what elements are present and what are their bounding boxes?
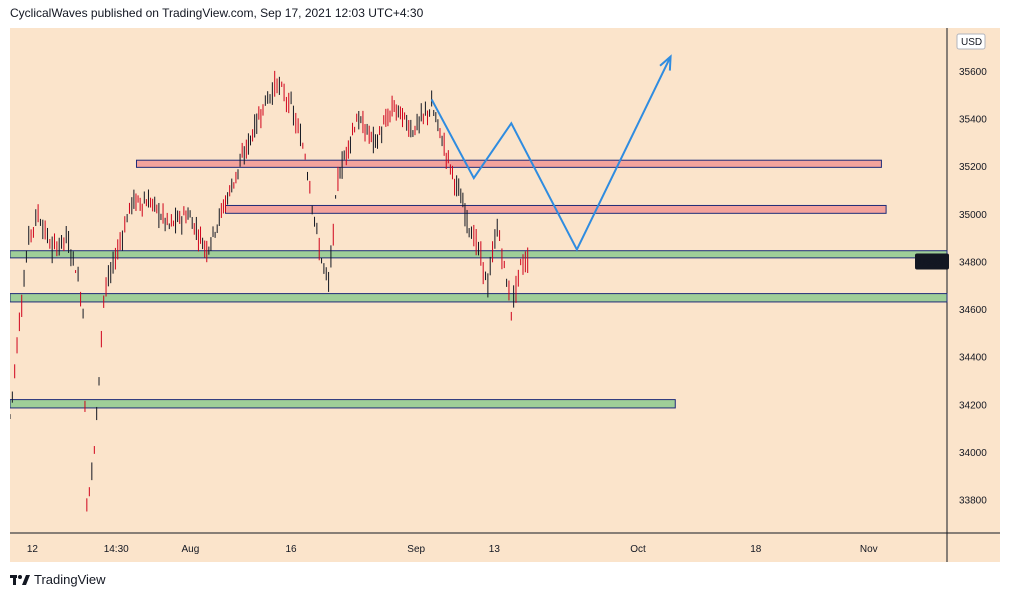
- y-tick-label: 34000: [959, 448, 987, 459]
- symbol-badge: [915, 253, 949, 270]
- zone-support-3[interactable]: [10, 399, 676, 409]
- y-tick-label: 35000: [959, 210, 987, 221]
- x-tick-label: 16: [285, 544, 297, 555]
- zone-resistance-1[interactable]: [135, 159, 882, 168]
- projection-path[interactable]: [430, 56, 672, 252]
- currency-label: USD: [961, 37, 982, 48]
- tradingview-logo-icon: [10, 574, 30, 585]
- symbol-label: US30: [918, 257, 943, 268]
- y-tick-label: 34600: [959, 305, 987, 316]
- y-tick-label: 34800: [959, 257, 987, 268]
- currency-box[interactable]: [956, 33, 986, 50]
- y-tick-label: 35600: [959, 67, 987, 78]
- x-tick-label: Oct: [630, 544, 646, 555]
- x-tick-label: 13: [489, 544, 501, 555]
- tradingview-footer[interactable]: TradingView: [10, 572, 106, 587]
- x-tick-label: Sep: [407, 544, 425, 555]
- x-tick-label: 18: [750, 544, 762, 555]
- y-tick-label: 33800: [959, 496, 987, 507]
- y-tick-label: 35200: [959, 162, 987, 173]
- chart-panel[interactable]: 33800 34000 34200 34400 34600 34800 35000 35200…: [10, 28, 1000, 562]
- projection-arrowhead-icon: [659, 54, 672, 71]
- zone-support-2[interactable]: [10, 293, 948, 303]
- x-tick-label: Aug: [181, 544, 199, 555]
- x-tick-label: Nov: [860, 544, 878, 555]
- y-tick-label: 35400: [959, 115, 987, 126]
- publisher-line: CyclicalWaves published on TradingView.c…: [10, 6, 424, 20]
- x-tick-label: 14:30: [104, 544, 129, 555]
- price-chart[interactable]: 33800 34000 34200 34400 34600 34800 35000 35200…: [10, 28, 1000, 562]
- tradingview-brand: TradingView: [34, 572, 106, 587]
- x-tick-label: 12: [27, 544, 39, 555]
- y-tick-label: 34400: [959, 353, 987, 364]
- y-tick-label: 34200: [959, 400, 987, 411]
